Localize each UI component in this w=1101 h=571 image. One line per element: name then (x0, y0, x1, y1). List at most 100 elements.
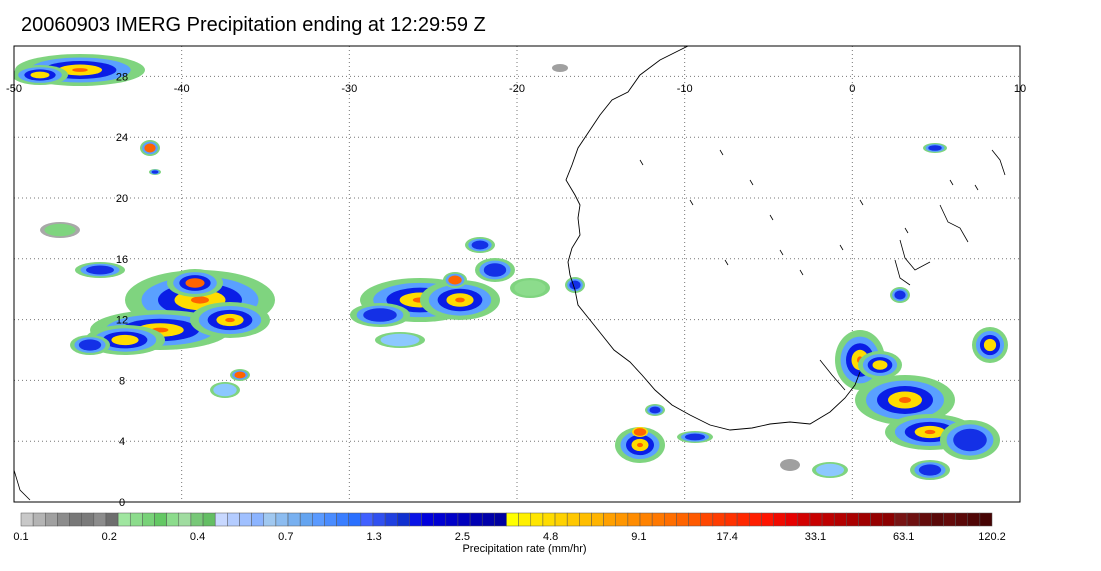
colorbar-title: Precipitation rate (mm/hr) (462, 543, 587, 555)
colorbar-cell (81, 512, 95, 527)
precip-cell (111, 334, 139, 346)
lake-outline (949, 179, 954, 186)
colorbar-tick-label: 1.3 (366, 531, 381, 543)
precip-cell (30, 71, 50, 79)
colorbar-cell (761, 512, 774, 527)
latitude-tick-label: 16 (116, 254, 128, 266)
precip-cell (928, 145, 942, 151)
colorbar-cell (943, 512, 956, 527)
colorbar-cell (372, 512, 386, 527)
colorbar-cell (336, 512, 349, 527)
colorbar-tick-label: 2.5 (455, 531, 470, 543)
lake-outline (859, 199, 864, 206)
colorbar-cell (749, 512, 762, 527)
colorbar-cell (882, 512, 896, 527)
colorbar-cell (129, 512, 143, 527)
colorbar-cell (797, 512, 811, 527)
precip-cell (872, 360, 888, 370)
colorbar-cell (688, 512, 701, 527)
colorbar-cell (664, 512, 677, 527)
longitude-labels: -50 -40 -30 -20 -10 0 10 (6, 83, 1026, 95)
coastline (14, 46, 1006, 501)
map-title: 20060903 IMERG Precipitation ending at 1… (21, 14, 486, 36)
colorbar-cell (409, 512, 422, 527)
precip-cell (815, 463, 845, 477)
precip-cell (185, 278, 205, 288)
colorbar-cell (506, 512, 519, 527)
precip-cell (380, 333, 420, 347)
colorbar-cell (166, 512, 180, 527)
precip-cell (78, 339, 102, 351)
lake-outline (719, 149, 724, 156)
colorbar-cell (724, 512, 738, 527)
precip-cell (144, 143, 156, 153)
colorbar-cell (736, 512, 750, 527)
precip-cell (191, 296, 209, 304)
latitude-labels: 28 24 20 16 12 8 4 0 (116, 71, 128, 509)
precip-cell (649, 406, 661, 414)
coastline-path (14, 469, 31, 501)
lake-outline (799, 269, 804, 276)
colorbar-cell (214, 512, 228, 527)
colorbar-labels: 0.1 0.2 0.4 0.7 1.3 2.5 4.8 9.1 17.4 33.1 63.1 120.… (13, 531, 1005, 543)
latitude-tick-label: 12 (116, 315, 128, 327)
colorbar-cell (299, 512, 313, 527)
precip-cell (637, 442, 643, 448)
colorbar-cell (445, 512, 459, 527)
colorbar-cell (554, 512, 568, 527)
colorbar-tick-label: 33.1 (805, 531, 826, 543)
colorbar-cell (894, 512, 908, 527)
colorbar-cell (639, 512, 653, 527)
latitude-tick-label: 20 (116, 193, 128, 205)
colorbar-cell (32, 512, 46, 527)
precip-cell (225, 317, 235, 323)
colorbar-cell (494, 512, 507, 527)
colorbar-cell (154, 512, 167, 527)
precip-cell (86, 265, 114, 275)
colorbar-cell (457, 512, 471, 527)
colorbar-cell (967, 512, 981, 527)
colorbar-cell (227, 512, 240, 527)
colorbar-cell (700, 512, 714, 527)
map-frame (13, 45, 1021, 503)
latitude-tick-label: 8 (119, 375, 125, 387)
colorbar-cell (591, 512, 604, 527)
colorbar-cell (870, 512, 884, 527)
colorbar-cell (397, 512, 410, 527)
precip-cell (151, 170, 159, 174)
coastline-path (939, 204, 969, 243)
colorbar-tick-label: 63.1 (893, 531, 914, 543)
precip-cell (44, 223, 76, 237)
precip-cell (234, 371, 246, 379)
precip-cell (899, 397, 911, 403)
precip-cell (448, 275, 462, 285)
colorbar-cell (20, 512, 34, 527)
longitude-tick-label: -30 (341, 83, 357, 95)
colorbar-cell (627, 512, 641, 527)
colorbar-cell (603, 512, 616, 527)
precip-cell (455, 297, 465, 303)
precip-cell (894, 290, 906, 300)
colorbar-cell (69, 512, 82, 527)
lake-outline (779, 249, 784, 256)
colorbar-cell (931, 512, 944, 527)
longitude-tick-label: -40 (174, 83, 190, 95)
colorbar-cell (676, 512, 689, 527)
coastline-path (819, 359, 846, 391)
colorbar-cell (239, 512, 252, 527)
colorbar-cell (846, 512, 859, 527)
colorbar-cell (566, 512, 580, 527)
colorbar-cell (651, 512, 665, 527)
precip-cell (552, 64, 568, 72)
colorbar-tick-label: 120.2 (978, 531, 1006, 543)
colorbar-cells (20, 512, 993, 527)
colorbar-cell (142, 512, 155, 527)
colorbar-cell (275, 512, 289, 527)
latitude-tick-label: 0 (119, 497, 125, 509)
longitude-tick-label: -10 (677, 83, 693, 95)
colorbar-cell (858, 512, 871, 527)
precip-cell (684, 433, 706, 441)
colorbar-tick-label: 0.4 (190, 531, 205, 543)
coastline-path (991, 149, 1006, 176)
colorbar-tick-label: 0.2 (102, 531, 117, 543)
